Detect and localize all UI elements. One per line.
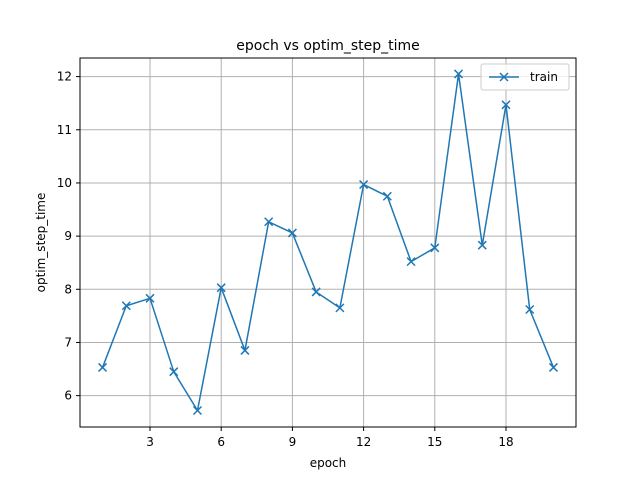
y-tick-label-4: 10 [57, 176, 72, 190]
data-point-2 [121, 301, 131, 311]
series-line-0 [101, 73, 555, 412]
y-tick-label-5: 11 [57, 123, 72, 137]
tick-layer: 3 6 9 12 15 18 6 7 8 9 10 11 12 [57, 70, 514, 449]
data-point-19 [525, 304, 535, 315]
legend-label-train: train [530, 70, 558, 84]
x-tick-label-4: 15 [427, 435, 442, 449]
y-tick-label-0: 6 [64, 389, 72, 403]
data-point-16 [453, 69, 464, 79]
y-tick-label-6: 12 [57, 70, 72, 84]
plot-area-border [79, 57, 577, 428]
data-point-8 [264, 217, 274, 227]
data-point-13 [382, 191, 392, 201]
data-point-4 [169, 367, 179, 377]
data-point-6 [216, 283, 226, 293]
series-layer [98, 69, 558, 416]
data-point-14 [406, 257, 416, 267]
y-tick-label-2: 8 [64, 282, 72, 296]
data-point-15 [430, 243, 440, 253]
legend-box [480, 63, 570, 91]
data-point-17 [477, 240, 487, 250]
x-tick-label-2: 9 [289, 435, 297, 449]
y-tick-label-3: 9 [64, 229, 72, 243]
data-point-3 [145, 293, 155, 303]
data-point-7 [240, 345, 250, 355]
y-tick-label-1: 7 [64, 335, 72, 349]
x-tick-label-1: 6 [217, 435, 225, 449]
data-point-20 [548, 362, 558, 372]
chart-title: epoch vs optim_step_time [236, 38, 420, 54]
y-axis-label: optim_step_time [34, 193, 48, 293]
data-point-12 [359, 180, 369, 190]
data-point-9 [287, 228, 297, 238]
x-axis-label: epoch [310, 456, 347, 470]
x-tick-label-5: 18 [498, 435, 513, 449]
data-point-5 [192, 405, 203, 416]
data-point-18 [501, 100, 511, 110]
x-tick-label-0: 3 [146, 435, 154, 449]
data-point-1 [98, 362, 108, 372]
plot-area-background [80, 58, 576, 427]
data-point-10 [311, 287, 321, 297]
data-point-11 [335, 303, 345, 313]
legend: train [480, 63, 570, 91]
x-tick-label-3: 12 [356, 435, 371, 449]
axes-frame [79, 57, 577, 428]
legend-marker [499, 72, 509, 82]
